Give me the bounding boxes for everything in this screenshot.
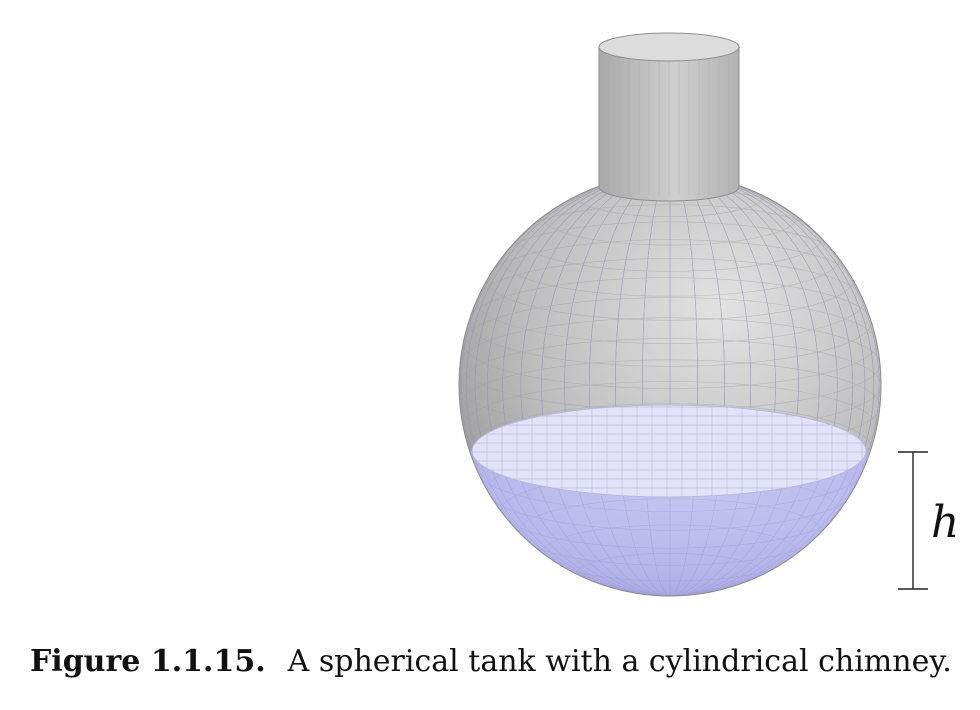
mesh-line [474, 174, 866, 596]
spherical-tank-figure: h [458, 32, 959, 597]
mesh-line [520, 174, 820, 596]
mesh-line [474, 174, 866, 596]
mesh-line [487, 174, 853, 596]
mesh-line [465, 174, 875, 596]
mesh-line [474, 174, 866, 596]
mesh-line [502, 174, 838, 596]
mesh-line [460, 174, 880, 596]
mesh-line [642, 174, 698, 596]
mesh-line [520, 174, 820, 596]
caption-text: A spherical tank with a cylindrical chim… [287, 644, 952, 679]
mesh-line [564, 174, 776, 596]
figure-number: Figure 1.1.15. [30, 644, 266, 679]
mesh-line [642, 174, 698, 596]
mesh-line [541, 174, 799, 596]
mesh-line [486, 174, 854, 596]
mesh-line [465, 174, 875, 596]
mesh-line [589, 174, 751, 596]
mesh-line [487, 174, 853, 596]
mesh-line [588, 174, 752, 596]
mesh-line [564, 174, 776, 596]
mesh-line [589, 174, 751, 596]
mesh-line [520, 174, 820, 596]
mesh-line [541, 174, 799, 596]
liquid-surface [471, 404, 867, 498]
chimney-top [598, 32, 740, 62]
height-label: h [931, 497, 959, 548]
mesh-line [615, 174, 725, 596]
mesh-line [502, 174, 838, 596]
mesh-line [460, 174, 880, 596]
mesh-line [642, 174, 698, 596]
mesh-line [465, 174, 875, 596]
mesh-line [564, 174, 776, 596]
figure-caption: Figure 1.1.15. A spherical tank with a cy… [30, 644, 952, 679]
mesh-line [615, 174, 725, 596]
mesh-line [460, 174, 880, 596]
height-marker [898, 451, 928, 590]
mesh-line [502, 174, 838, 596]
mesh-line [541, 174, 799, 596]
chimney-cylinder [598, 32, 740, 202]
mesh-line [615, 174, 725, 596]
